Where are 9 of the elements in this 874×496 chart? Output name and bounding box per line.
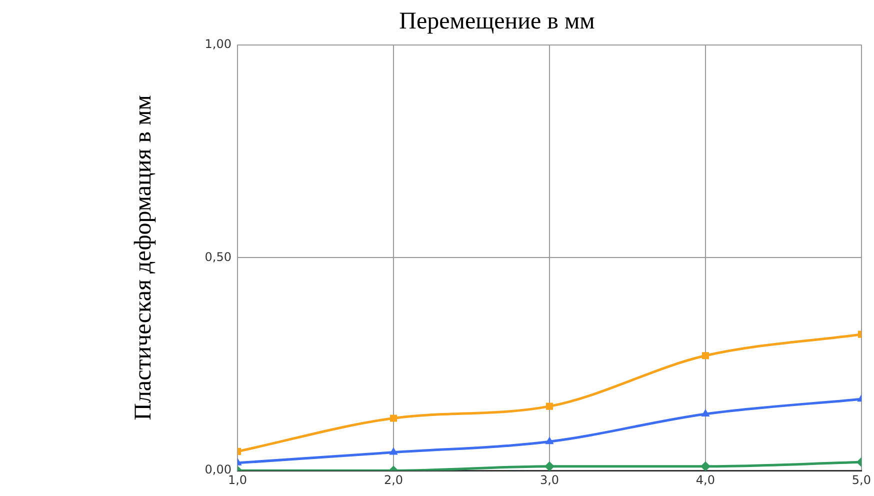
x-tick-label: 2,0 [384,472,404,487]
y-tick-label: 1,00 [204,36,232,51]
chart-title: Перемещение в мм [399,8,595,35]
x-tick-label: 3,0 [540,472,560,487]
x-tick-label: 1,0 [228,472,248,487]
x-tick-label: 5,0 [852,472,872,487]
y-axis-title: Пластическая деформация в мм [130,95,157,420]
y-tick-label: 0,50 [204,250,232,264]
x-tick-label: 4,0 [696,472,716,487]
